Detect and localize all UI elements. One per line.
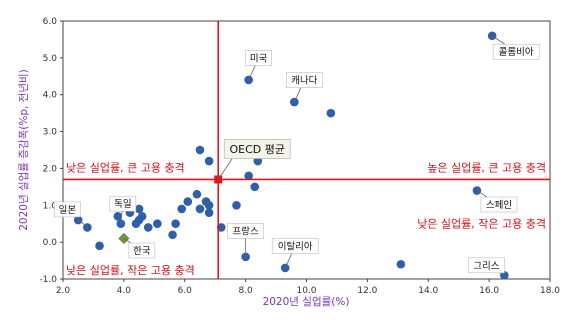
scatter-point: [131, 219, 141, 229]
callout-box: [109, 195, 137, 212]
reference-lines: [63, 21, 550, 279]
y-tick-label: 6.0: [43, 17, 58, 27]
scatter-point: [192, 189, 202, 199]
scatter-point: [500, 271, 509, 280]
quadrant-label-bottom-left: 낮은 실업률, 작은 고용 충격: [66, 264, 195, 277]
scatter-point: [183, 197, 193, 206]
scatter-point: [153, 219, 162, 229]
callout-box: [128, 242, 156, 259]
scatter-point: [204, 200, 214, 210]
data-label: 캐나다: [291, 76, 317, 87]
scatter-point: [204, 208, 214, 217]
scatter-point: [168, 230, 177, 240]
x-tick-label: 14.0: [418, 286, 438, 296]
scatter-point: [244, 171, 253, 181]
y-tick-label: 5.0: [43, 54, 58, 64]
x-axis-title: 2020년 실업률(%): [263, 295, 350, 308]
callout-box: [227, 223, 264, 239]
callout-box: [245, 50, 272, 66]
x-tick-label: 16.0: [479, 286, 499, 296]
quadrant-label-top-left: 낮은 실업률, 큰 고용 충격: [66, 161, 185, 174]
scatter-point: [216, 223, 226, 232]
y-tick-label: 3.0: [43, 128, 58, 138]
x-tick-label: 12.0: [357, 286, 377, 296]
scatter-point: [204, 156, 214, 166]
data-label: 그리스: [473, 261, 499, 272]
callout-box: [492, 43, 540, 60]
scatter-point: [250, 182, 260, 192]
x-axis-ticks: 2.0 4.0 6.0 8.0 10.0 12.0 14.0 16.0 18.0: [56, 279, 560, 296]
data-label: 콜롬비아: [499, 47, 534, 58]
scatter-point: [113, 212, 123, 221]
scatter-point: [73, 215, 83, 225]
y-axis-title: 2020년 실업률 증감폭(%p, 전년비): [17, 69, 30, 231]
data-label: 이탈리아: [278, 240, 313, 252]
scatter-point: [143, 223, 153, 232]
oecd-label-box: [223, 139, 291, 159]
data-label: 프랑스: [233, 225, 259, 237]
callout-box: [286, 72, 323, 88]
x-tick-label: 4.0: [117, 286, 132, 296]
y-axis-ticks: -1.0 0.0 1.0 2.0 3.0 4.0 5.0 6.0: [39, 17, 63, 285]
callout-box: [54, 201, 81, 218]
x-tick-label: 10.0: [296, 286, 316, 296]
scatter-point: [326, 108, 336, 118]
scatter-point: [177, 204, 187, 214]
x-tick-label: 8.0: [238, 286, 253, 296]
leader-line: [217, 158, 233, 180]
data-label: 미국: [250, 53, 268, 64]
x-tick-label: 6.0: [178, 286, 193, 296]
oecd-label: OECD 평균: [229, 143, 285, 156]
scatter-point: [232, 200, 241, 210]
data-points: [73, 31, 509, 280]
quadrant-label-top-right: 높은 실업률, 큰 고용 충격: [427, 161, 546, 174]
scatter-point: [195, 204, 205, 214]
quadrant-label-bottom-right: 낮은 실업률, 작은 고용 충격: [417, 217, 546, 230]
y-tick-label: 0.0: [43, 238, 58, 248]
x-tick-label: 18.0: [540, 286, 560, 296]
y-tick-label: 4.0: [43, 91, 58, 101]
callout-box: [480, 196, 518, 213]
scatter-point: [95, 241, 104, 251]
data-label: 한국: [133, 246, 151, 257]
data-label: 스페인: [486, 200, 512, 211]
callout-box: [271, 238, 319, 254]
callout-box: [468, 257, 505, 274]
scatter-point: [253, 156, 263, 166]
y-tick-label: 2.0: [43, 164, 58, 174]
oecd-average: OECD 평균: [214, 139, 291, 184]
scatter-point: [134, 204, 144, 214]
y-tick-label: -1.0: [39, 275, 57, 285]
x-tick-label: 2.0: [56, 286, 71, 296]
scatter-point: [171, 219, 180, 229]
data-label: 독일: [114, 199, 131, 210]
scatter-point: [195, 145, 205, 155]
scatter-point: [396, 259, 406, 269]
data-label: 일본: [59, 205, 77, 216]
y-tick-label: 1.0: [43, 201, 58, 211]
